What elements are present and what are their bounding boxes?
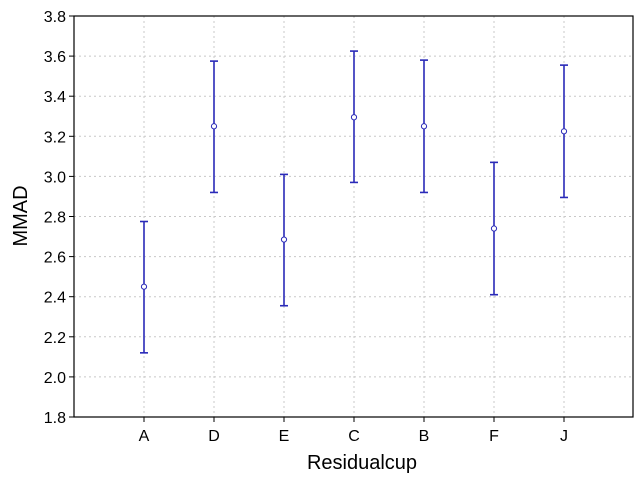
y-tick-label: 1.8 [44, 410, 66, 427]
error-bar-a [140, 220, 148, 354]
error-bar-j [560, 64, 568, 199]
error-bar-b [420, 59, 428, 194]
y-tick-label: 2.4 [44, 290, 66, 307]
y-tick-label: 3.2 [44, 129, 66, 146]
y-tick-label: 3.8 [44, 9, 66, 26]
mean-point [140, 283, 148, 290]
x-tick-label: C [348, 428, 360, 445]
x-tick-label: B [419, 428, 430, 445]
y-tick-label: 2.0 [44, 370, 66, 387]
y-tick-label: 3.6 [44, 49, 66, 66]
mean-point [560, 128, 568, 135]
error-bar-f [490, 161, 498, 296]
x-tick-label: J [560, 428, 568, 445]
x-tick-label: F [489, 428, 499, 445]
mean-point [490, 225, 498, 232]
y-tick-label: 2.2 [44, 330, 66, 347]
mean-point [350, 114, 358, 121]
series [140, 50, 568, 354]
y-tick-label: 3.0 [44, 169, 66, 186]
y-tick-label: 2.8 [44, 210, 66, 227]
x-tick-label: E [279, 428, 290, 445]
error-bar-c [350, 50, 358, 184]
y-axis: 1.8 2.0 2.2 2.4 2.6 2.8 3.0 3.2 3.4 3.6 3.8 [44, 9, 74, 427]
x-tick-label: D [208, 428, 220, 445]
y-axis-title: MMAD [10, 185, 32, 246]
error-bar-e [280, 173, 288, 307]
mean-point [210, 123, 218, 130]
y-tick-label: 2.6 [44, 250, 66, 267]
x-tick-label: A [139, 428, 150, 445]
y-tick-label: 3.4 [44, 89, 66, 106]
mean-point [420, 123, 428, 130]
x-axis-title: Residualcup [307, 452, 417, 474]
mean-point [280, 236, 288, 243]
error-bar-d [210, 60, 218, 194]
